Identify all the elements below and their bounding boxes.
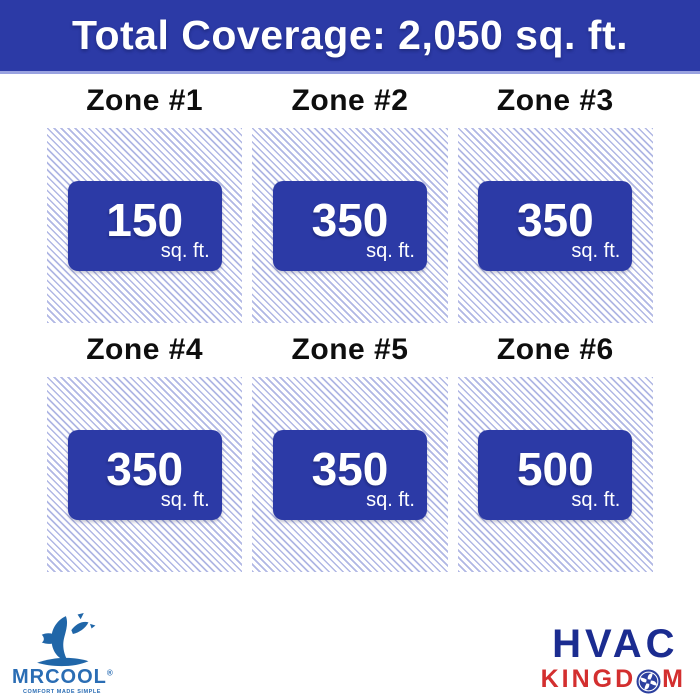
kingdom-text-left: KINGD bbox=[540, 665, 637, 693]
coverage-value-card: 150 sq. ft. bbox=[67, 180, 222, 271]
coverage-value: 500 bbox=[516, 442, 594, 495]
coverage-value-card: 350 sq. ft. bbox=[272, 180, 427, 271]
registered-mark: ® bbox=[106, 668, 114, 678]
hvac-wordmark: HVAC bbox=[552, 622, 679, 666]
coverage-value-card: 350 sq. ft. bbox=[478, 180, 633, 271]
coverage-value: 350 bbox=[106, 442, 184, 495]
zone-1: Zone #1 150 sq. ft. bbox=[47, 74, 243, 323]
zone-title: Zone #1 bbox=[86, 84, 204, 117]
coverage-unit: sq. ft. bbox=[571, 239, 621, 262]
zone-3: Zone #3 350 sq. ft. bbox=[457, 74, 653, 323]
coverage-unit: sq. ft. bbox=[366, 488, 415, 511]
kingdom-wordmark: KINGD M bbox=[540, 665, 686, 693]
coverage-value-card: 350 sq. ft. bbox=[67, 429, 222, 520]
coverage-value-card: 500 sq. ft. bbox=[478, 429, 633, 520]
zone-title: Zone #4 bbox=[86, 333, 204, 366]
zone-title: Zone #5 bbox=[291, 333, 409, 366]
zone-coverage-area: 150 sq. ft. bbox=[47, 128, 243, 323]
coverage-value: 350 bbox=[516, 193, 594, 246]
fan-icon bbox=[636, 669, 661, 693]
mrcool-tagline: COMFORT MADE SIMPLE bbox=[23, 689, 101, 695]
coverage-value: 350 bbox=[311, 442, 389, 495]
zone-title: Zone #6 bbox=[496, 333, 614, 366]
mrcool-penguin-icon bbox=[37, 613, 96, 667]
kingdom-text-right: M bbox=[662, 665, 686, 693]
mrcool-logo: MRCOOL® COMFORT MADE SIMPLE bbox=[12, 613, 114, 695]
coverage-unit: sq. ft. bbox=[160, 488, 210, 511]
zone-title: Zone #3 bbox=[496, 84, 614, 117]
mrcool-wordmark: MRCOOL® bbox=[12, 666, 114, 688]
zones-grid: Zone #1 150 sq. ft. Zone #2 350 sq. ft. … bbox=[0, 74, 700, 572]
header-banner: Total Coverage: 2,050 sq. ft. bbox=[0, 0, 700, 74]
zone-title: Zone #2 bbox=[291, 84, 409, 117]
mrcool-name-text: MRCOOL bbox=[12, 666, 107, 688]
coverage-unit: sq. ft. bbox=[366, 239, 415, 262]
coverage-value: 150 bbox=[106, 193, 184, 246]
coverage-value-card: 350 sq. ft. bbox=[272, 429, 427, 520]
coverage-unit: sq. ft. bbox=[571, 488, 621, 511]
coverage-value: 350 bbox=[311, 193, 389, 246]
hvac-kingdom-logo: HVAC KINGD M bbox=[540, 624, 686, 693]
zone-coverage-area: 500 sq. ft. bbox=[457, 377, 653, 572]
zone-coverage-area: 350 sq. ft. bbox=[457, 128, 653, 323]
zone-6: Zone #6 500 sq. ft. bbox=[457, 323, 653, 572]
zone-coverage-area: 350 sq. ft. bbox=[252, 377, 448, 572]
zone-coverage-area: 350 sq. ft. bbox=[47, 377, 243, 572]
page-title: Total Coverage: 2,050 sq. ft. bbox=[71, 12, 628, 58]
zone-coverage-area: 350 sq. ft. bbox=[252, 128, 448, 323]
zone-4: Zone #4 350 sq. ft. bbox=[47, 323, 243, 572]
coverage-unit: sq. ft. bbox=[160, 239, 210, 262]
zone-2: Zone #2 350 sq. ft. bbox=[252, 74, 448, 323]
zone-5: Zone #5 350 sq. ft. bbox=[252, 323, 448, 572]
